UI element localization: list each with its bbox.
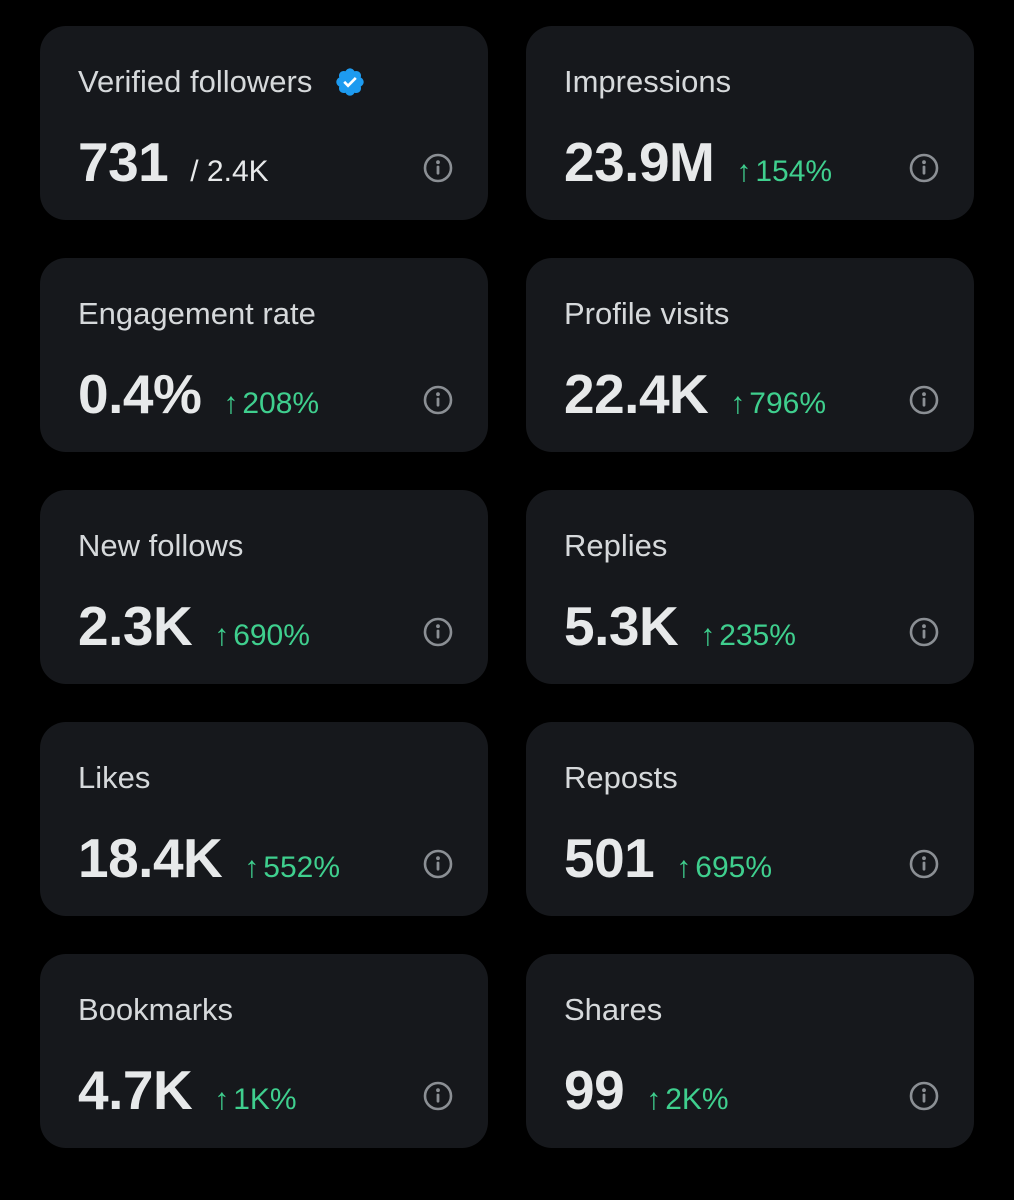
- metric-value: 22.4K: [564, 363, 709, 425]
- metric-change: ↑ 208%: [223, 387, 319, 421]
- metric-change: ↑ 695%: [676, 851, 772, 885]
- metric-value-row: 18.4K ↑ 552%: [78, 826, 340, 890]
- info-icon[interactable]: [908, 384, 940, 416]
- metric-value: 5.3K: [564, 595, 679, 657]
- metric-change: ↑ 154%: [736, 155, 832, 189]
- metric-change: ↑ 2K%: [646, 1083, 728, 1117]
- metric-value-row: 2.3K ↑ 690%: [78, 594, 310, 658]
- metric-change-value: 796%: [749, 387, 826, 420]
- info-icon[interactable]: [422, 152, 454, 184]
- metric-change-value: 154%: [755, 155, 833, 188]
- info-icon[interactable]: [908, 152, 940, 184]
- metric-card-shares: Shares 99 ↑ 2K%: [526, 954, 974, 1148]
- metric-value: 0.4%: [78, 363, 202, 425]
- metric-value-row: 23.9M ↑ 154%: [564, 130, 832, 194]
- up-arrow-icon: ↑: [244, 851, 260, 884]
- metric-value-row: 501 ↑ 695%: [564, 826, 772, 890]
- metric-card-replies: Replies 5.3K ↑ 235%: [526, 490, 974, 684]
- metric-change-value: 695%: [695, 851, 772, 884]
- metric-change-value: 235%: [719, 619, 796, 652]
- metric-value: 18.4K: [78, 827, 223, 889]
- metric-change-value: 1K%: [233, 1083, 297, 1116]
- info-icon[interactable]: [908, 1080, 940, 1112]
- metric-label: Impressions: [564, 64, 732, 99]
- up-arrow-icon: ↑: [223, 387, 239, 420]
- metric-label: Verified followers: [78, 64, 313, 99]
- metric-value: 2.3K: [78, 595, 193, 657]
- metric-label: Likes: [78, 760, 151, 795]
- info-icon[interactable]: [908, 848, 940, 880]
- metric-card-verified-followers: Verified followers 731 / 2.4K: [40, 26, 488, 220]
- metric-change: ↑ 552%: [244, 851, 340, 885]
- metric-card-new-follows: New follows 2.3K ↑ 690%: [40, 490, 488, 684]
- metric-value: 4.7K: [78, 1059, 193, 1121]
- up-arrow-icon: ↑: [736, 155, 752, 188]
- metric-label-row: Verified followers: [78, 64, 366, 100]
- up-arrow-icon: ↑: [676, 851, 692, 884]
- info-icon[interactable]: [422, 1080, 454, 1112]
- metric-label: Engagement rate: [78, 296, 316, 331]
- metric-label: Replies: [564, 528, 668, 563]
- metric-change: ↑ 690%: [214, 619, 310, 653]
- metric-card-profile-visits: Profile visits 22.4K ↑ 796%: [526, 258, 974, 452]
- metric-change: ↑ 1K%: [214, 1083, 296, 1117]
- metric-card-impressions: Impressions 23.9M ↑ 154%: [526, 26, 974, 220]
- metric-card-bookmarks: Bookmarks 4.7K ↑ 1K%: [40, 954, 488, 1148]
- metric-value-row: 4.7K ↑ 1K%: [78, 1058, 297, 1122]
- verified-badge-icon: [336, 68, 365, 96]
- up-arrow-icon: ↑: [730, 387, 746, 420]
- info-icon[interactable]: [422, 848, 454, 880]
- up-arrow-icon: ↑: [646, 1083, 662, 1116]
- info-icon[interactable]: [422, 616, 454, 648]
- metric-value: 501: [564, 827, 655, 889]
- metric-value-row: 0.4% ↑ 208%: [78, 362, 319, 426]
- metric-value: 99: [564, 1059, 625, 1121]
- info-icon[interactable]: [908, 616, 940, 648]
- metric-change: ↑ 235%: [700, 619, 796, 653]
- metric-value-row: 731 / 2.4K: [78, 130, 269, 194]
- metric-card-engagement-rate: Engagement rate 0.4% ↑ 208%: [40, 258, 488, 452]
- metric-value-row: 5.3K ↑ 235%: [564, 594, 796, 658]
- metric-value-row: 22.4K ↑ 796%: [564, 362, 826, 426]
- metric-change: ↑ 796%: [730, 387, 826, 421]
- metric-change-value: 208%: [242, 387, 320, 420]
- up-arrow-icon: ↑: [214, 1083, 230, 1116]
- metric-change-value: 690%: [233, 619, 310, 652]
- metric-value-row: 99 ↑ 2K%: [564, 1058, 729, 1122]
- metric-card-likes: Likes 18.4K ↑ 552%: [40, 722, 488, 916]
- metric-card-reposts: Reposts 501 ↑ 695%: [526, 722, 974, 916]
- metric-change-value: 2K%: [665, 1083, 729, 1116]
- metric-label: New follows: [78, 528, 244, 563]
- metric-value: 731: [78, 131, 169, 193]
- up-arrow-icon: ↑: [700, 619, 716, 652]
- metric-change-value: 552%: [263, 851, 340, 884]
- info-icon[interactable]: [422, 384, 454, 416]
- metric-label: Shares: [564, 992, 663, 1027]
- metric-total: / 2.4K: [190, 155, 269, 188]
- up-arrow-icon: ↑: [214, 619, 230, 652]
- metric-label: Bookmarks: [78, 992, 234, 1027]
- metric-label: Profile visits: [564, 296, 730, 331]
- metric-value: 23.9M: [564, 131, 715, 193]
- metric-label: Reposts: [564, 760, 678, 795]
